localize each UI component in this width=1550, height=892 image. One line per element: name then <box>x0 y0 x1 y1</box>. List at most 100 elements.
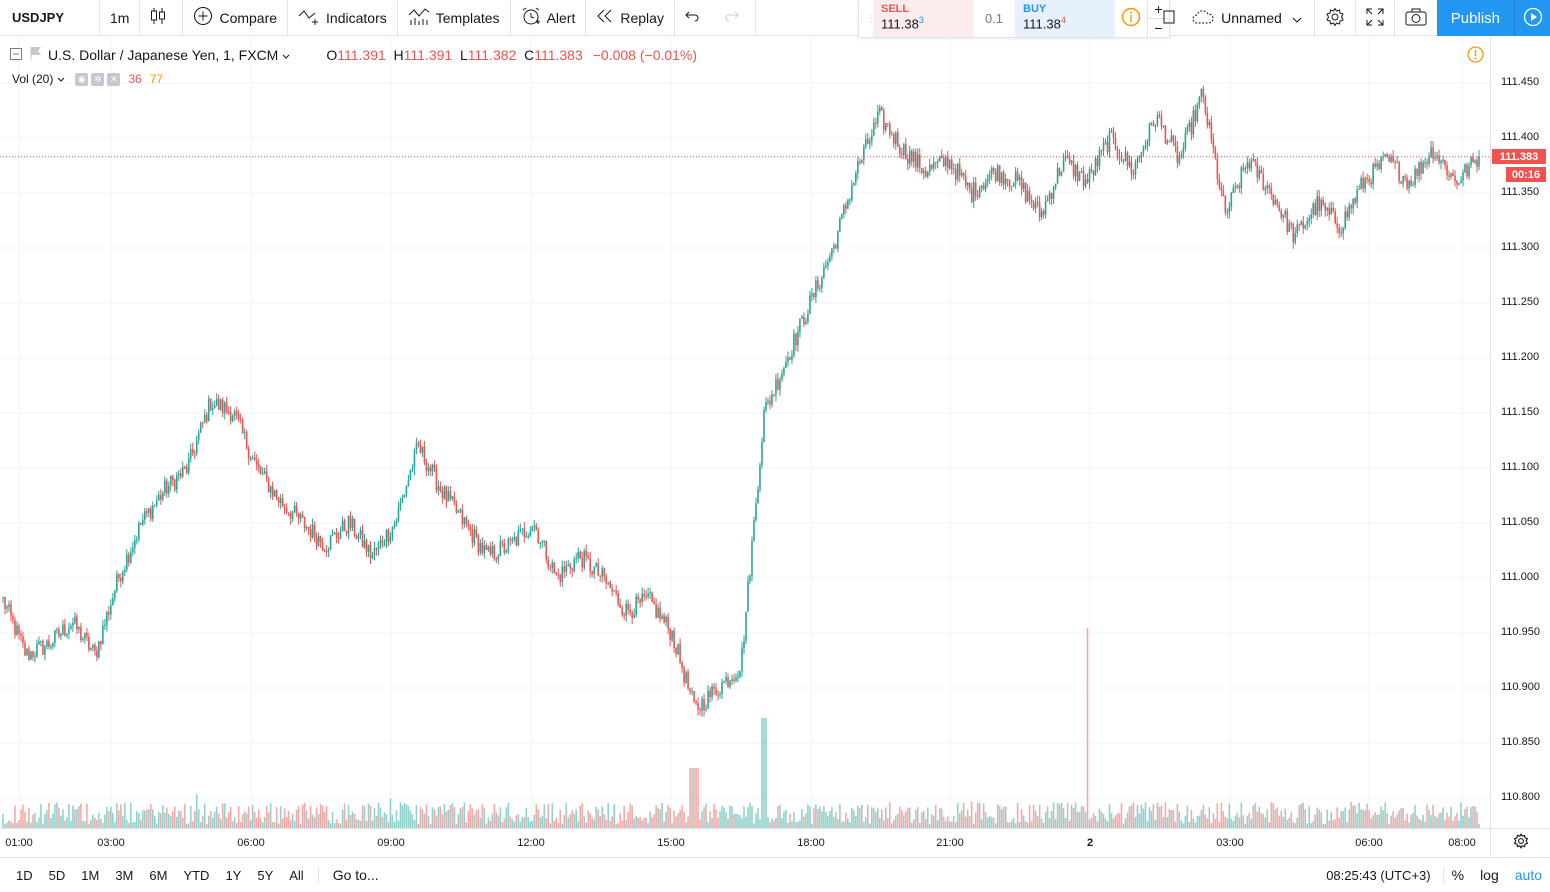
volume-bar <box>799 820 801 828</box>
snapshot-button[interactable] <box>1393 0 1437 36</box>
candle-body <box>561 566 564 583</box>
volume-bar <box>132 822 134 828</box>
candle-body <box>495 558 498 560</box>
volume-name[interactable]: Vol (20) <box>12 72 54 86</box>
price-axis[interactable]: 111.450 111.400 111.350 111.300 111.250 111.2… <box>1490 37 1550 828</box>
volume-bar <box>375 815 378 828</box>
auto-scale-button[interactable]: auto <box>1514 867 1542 883</box>
volume-bar <box>373 808 376 828</box>
volume-bar <box>717 817 719 828</box>
symbol-search-button[interactable]: USDJPY <box>0 0 100 36</box>
volume-bar <box>122 815 124 828</box>
volume-bar <box>106 806 108 828</box>
volume-bar <box>932 815 935 828</box>
publish-menu-button[interactable] <box>1514 0 1550 36</box>
percent-scale-button[interactable]: % <box>1451 867 1465 883</box>
buy-button[interactable]: BUY 111.384 <box>1015 0 1115 37</box>
close-icon[interactable]: ✕ <box>107 72 121 86</box>
candle-body <box>1414 168 1416 185</box>
templates-button[interactable]: Templates <box>398 0 511 36</box>
interval-button[interactable]: 1m <box>100 0 141 36</box>
volume-bar <box>649 811 651 828</box>
range-3m[interactable]: 3M <box>115 867 134 883</box>
candle-body <box>479 542 482 553</box>
compare-button[interactable]: Compare <box>183 0 289 36</box>
eye-icon[interactable]: ◉ <box>75 72 89 86</box>
goto-date-button[interactable]: Go to... <box>317 867 379 883</box>
volume-bar <box>763 718 765 828</box>
chart-pane[interactable] <box>0 37 1490 828</box>
time-axis[interactable]: 01:00 03:00 06:00 09:00 12:00 15:00 18:00 21:00… <box>0 828 1490 856</box>
range-5y[interactable]: 5Y <box>257 867 274 883</box>
trading-panel: ⋮⋮ SELL 111.383 0.1 BUY 111.384 + − <box>857 0 1170 38</box>
volume-bar <box>990 816 993 828</box>
range-1y[interactable]: 1Y <box>225 867 242 883</box>
chevron-down-icon[interactable] <box>57 72 65 86</box>
range-1m[interactable]: 1M <box>81 867 100 883</box>
alert-button[interactable]: Alert <box>511 0 587 36</box>
candle-body <box>603 568 605 577</box>
candle-body <box>1406 177 1408 189</box>
candle-body <box>611 588 613 592</box>
volume-bar <box>629 803 631 828</box>
layout-name: Unnamed <box>1221 10 1282 26</box>
volume-bar <box>773 820 775 828</box>
candle-body <box>1410 180 1412 186</box>
symbol-description[interactable]: U.S. Dollar / Japanese Yen, 1, FXCM <box>48 46 279 63</box>
quantity-field[interactable]: 0.1 <box>984 11 1004 26</box>
collapse-icon[interactable] <box>10 47 22 63</box>
candle-body <box>463 517 466 525</box>
candle-body <box>1338 227 1340 233</box>
sell-button[interactable]: SELL 111.383 <box>873 0 973 37</box>
timezone-clock[interactable]: 08:25:43 (UTC+3) <box>1314 867 1444 883</box>
settings-button[interactable] <box>1313 0 1355 36</box>
indicators-button[interactable]: Indicators <box>288 0 398 36</box>
volume-bar <box>845 812 847 828</box>
volume-bar <box>515 815 518 828</box>
volume-bar <box>303 802 306 828</box>
gear-icon[interactable]: ✲ <box>91 72 105 86</box>
candle-body <box>841 214 843 219</box>
chart-settings-button[interactable] <box>1490 828 1550 856</box>
range-ytd[interactable]: YTD <box>183 867 210 883</box>
volume-bar <box>305 810 308 828</box>
range-all[interactable]: All <box>289 867 304 883</box>
range-5d[interactable]: 5D <box>48 867 66 883</box>
candle-body <box>1450 173 1452 178</box>
warning-icon[interactable] <box>1467 46 1484 66</box>
volume-bar <box>1260 813 1263 828</box>
drag-handle-icon[interactable]: ⋮⋮ <box>857 13 875 23</box>
candle-body <box>1164 125 1167 144</box>
chart-style-button[interactable] <box>140 0 184 36</box>
volume-bar <box>669 807 671 828</box>
price-chart[interactable] <box>0 37 1490 828</box>
candle-body <box>839 218 841 232</box>
flag-icon[interactable] <box>30 46 42 63</box>
redo-button[interactable] <box>715 0 756 36</box>
replay-button[interactable]: Replay <box>586 0 675 36</box>
volume-bar <box>892 820 895 828</box>
candle-body <box>1178 156 1181 164</box>
candle-body <box>437 486 440 491</box>
decrease-button[interactable]: − <box>1148 18 1169 37</box>
info-button[interactable] <box>1115 0 1147 37</box>
volume-bar <box>225 817 228 828</box>
candle-body <box>497 556 500 560</box>
increase-button[interactable]: + <box>1154 1 1163 17</box>
volume-bar <box>291 813 294 828</box>
volume-bar <box>86 803 88 828</box>
layout-menu-button[interactable]: Unnamed <box>1183 0 1314 36</box>
volume-bar <box>1420 820 1422 828</box>
volume-bar <box>1412 812 1414 828</box>
range-1d[interactable]: 1D <box>16 867 33 883</box>
undo-button[interactable] <box>675 0 715 36</box>
publish-button[interactable]: Publish <box>1436 0 1514 36</box>
volume-bar <box>34 813 36 828</box>
range-6m[interactable]: 6M <box>149 867 168 883</box>
chevron-down-icon[interactable] <box>282 47 290 63</box>
layout-toggle-button[interactable] <box>1155 0 1183 36</box>
fullscreen-button[interactable] <box>1354 0 1394 36</box>
candle-body <box>395 520 398 525</box>
volume-bar <box>1058 804 1061 828</box>
log-scale-button[interactable]: log <box>1480 867 1499 883</box>
